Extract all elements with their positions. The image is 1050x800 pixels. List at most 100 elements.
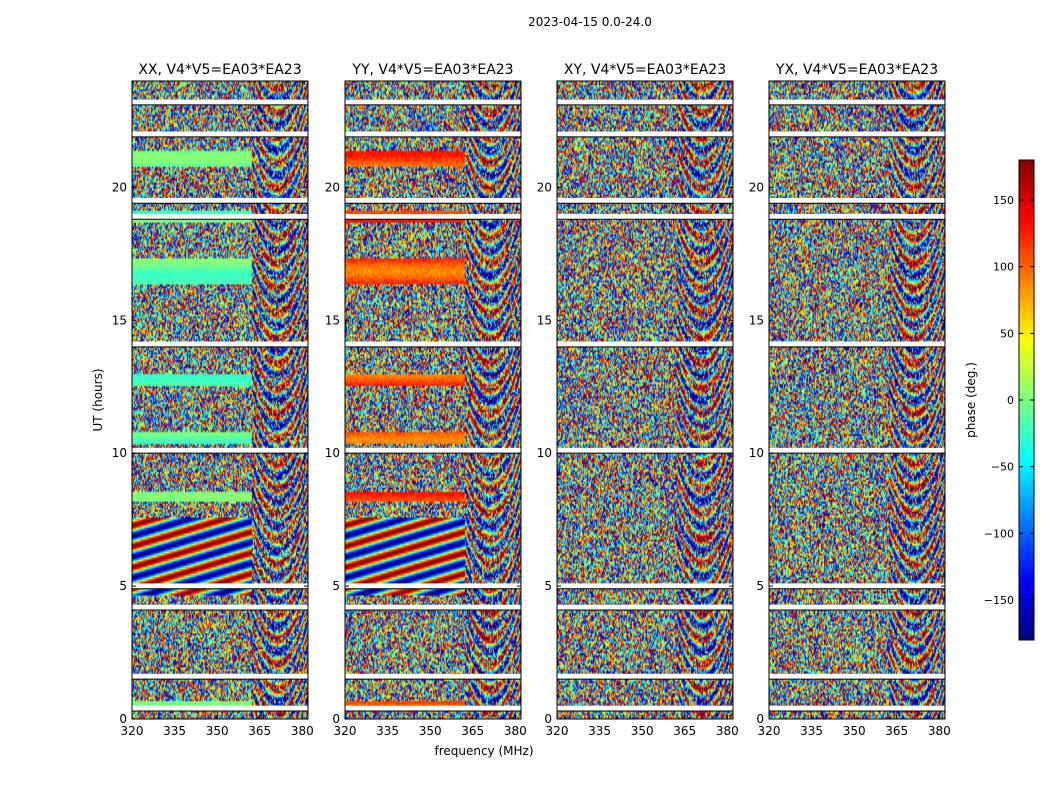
flagged-band <box>345 705 521 712</box>
panel-title: XX, V4*V5=EA03*EA23 <box>138 62 301 78</box>
y-tick-label: 10 <box>749 446 764 460</box>
colorbar-tick-label: 50 <box>1000 327 1014 340</box>
y-axis-label: UT (hours) <box>91 368 105 431</box>
y-tick-label: 0 <box>756 712 764 726</box>
y-tick-label: 5 <box>119 579 127 593</box>
panel-frame <box>556 80 734 720</box>
x-tick-label: 350 <box>843 724 866 738</box>
x-tick-label: 320 <box>334 724 357 738</box>
flagged-band <box>557 341 733 347</box>
flagged-band <box>557 213 733 220</box>
y-tick-label: 20 <box>749 180 764 194</box>
y-tick-label: 20 <box>325 180 340 194</box>
x-tick-label: 380 <box>716 724 739 738</box>
x-tick-label: 380 <box>291 724 314 738</box>
flagged-band <box>557 673 733 680</box>
y-tick-label: 15 <box>112 313 127 327</box>
panel-title: XY, V4*V5=EA03*EA23 <box>564 62 726 78</box>
x-tick-label: 380 <box>504 724 527 738</box>
flagged-band <box>557 447 733 454</box>
panel-frame <box>131 80 309 720</box>
panel-title: YY, V4*V5=EA03*EA23 <box>351 62 513 78</box>
flagged-band <box>769 213 945 220</box>
panel-frame <box>768 80 946 720</box>
panel-frame <box>344 80 522 720</box>
y-tick-label: 10 <box>112 446 127 460</box>
flagged-band <box>345 131 521 137</box>
x-tick-label: 350 <box>419 724 442 738</box>
flagged-band <box>132 447 308 454</box>
x-tick-label: 320 <box>758 724 781 738</box>
x-tick-label: 335 <box>588 724 611 738</box>
x-tick-label: 320 <box>546 724 569 738</box>
flagged-band <box>769 99 945 105</box>
colorbar-tick-label: −50 <box>991 461 1014 474</box>
x-tick-label: 365 <box>461 724 484 738</box>
panel-yy: YY, V4*V5=EA03*EA23 320 335 350 365 380 0 5 10 15… <box>325 62 527 738</box>
flagged-band <box>769 197 945 204</box>
flagged-band <box>345 673 521 680</box>
flagged-band <box>769 604 945 611</box>
flagged-band <box>132 583 308 589</box>
x-tick-label: 365 <box>673 724 696 738</box>
flagged-band <box>345 99 521 105</box>
colorbar-tick-label: 0 <box>1007 394 1014 407</box>
flagged-band <box>132 197 308 204</box>
flagged-band <box>345 341 521 347</box>
x-tick-label: 365 <box>248 724 271 738</box>
panel-xx: XX, V4*V5=EA03*EA23 320 335 350 365 380 0 5 10 15… <box>112 62 314 738</box>
y-tick-label: 0 <box>332 712 340 726</box>
panel-yx: YX, V4*V5=EA03*EA23 320 335 350 365 380 0 5 10 15… <box>749 62 951 738</box>
y-tick-label: 20 <box>537 180 552 194</box>
x-tick-label: 350 <box>206 724 229 738</box>
flagged-band <box>769 341 945 347</box>
flagged-band <box>769 705 945 712</box>
flagged-band <box>769 131 945 137</box>
flagged-band <box>557 99 733 105</box>
x-tick-label: 365 <box>885 724 908 738</box>
flagged-band <box>132 604 308 611</box>
flagged-band <box>557 131 733 137</box>
panel-title: YX, V4*V5=EA03*EA23 <box>775 62 938 78</box>
flagged-band <box>345 583 521 589</box>
y-tick-label: 5 <box>544 579 552 593</box>
x-tick-label: 335 <box>163 724 186 738</box>
y-tick-label: 15 <box>749 313 764 327</box>
flagged-band <box>132 705 308 712</box>
phase-heatmap-xy <box>557 81 733 719</box>
figure-suptitle: 2023-04-15 0.0-24.0 <box>528 15 652 29</box>
y-tick-label: 15 <box>537 313 552 327</box>
y-tick-label: 0 <box>119 712 127 726</box>
flagged-band <box>557 705 733 712</box>
colorbar-tick-label: −100 <box>984 527 1014 540</box>
x-tick-label: 350 <box>631 724 654 738</box>
flagged-band <box>557 604 733 611</box>
x-tick-label: 335 <box>800 724 823 738</box>
colorbar-label: phase (deg.) <box>964 362 978 438</box>
y-tick-label: 15 <box>325 313 340 327</box>
y-tick-label: 20 <box>112 180 127 194</box>
y-tick-label: 0 <box>544 712 552 726</box>
flagged-band <box>769 673 945 680</box>
x-tick-label: 320 <box>121 724 144 738</box>
flagged-band <box>345 197 521 204</box>
y-tick-label: 10 <box>325 446 340 460</box>
phase-heatmap-yy <box>345 81 521 719</box>
y-tick-label: 5 <box>332 579 340 593</box>
x-tick-label: 380 <box>928 724 951 738</box>
y-tick-label: 10 <box>537 446 552 460</box>
colorbar-tick-label: 150 <box>993 194 1014 207</box>
flagged-band <box>132 99 308 105</box>
flagged-band <box>132 131 308 137</box>
flagged-band <box>132 673 308 680</box>
flagged-band <box>345 447 521 454</box>
y-tick-label: 5 <box>756 579 764 593</box>
flagged-band <box>132 341 308 347</box>
phase-heatmap-yx <box>769 81 945 719</box>
colorbar-tick-label: 100 <box>993 261 1014 274</box>
flagged-band <box>769 447 945 454</box>
phase-heatmap-xx <box>132 81 308 719</box>
colorbar-tick-label: −150 <box>984 594 1014 607</box>
flagged-band <box>345 213 521 220</box>
